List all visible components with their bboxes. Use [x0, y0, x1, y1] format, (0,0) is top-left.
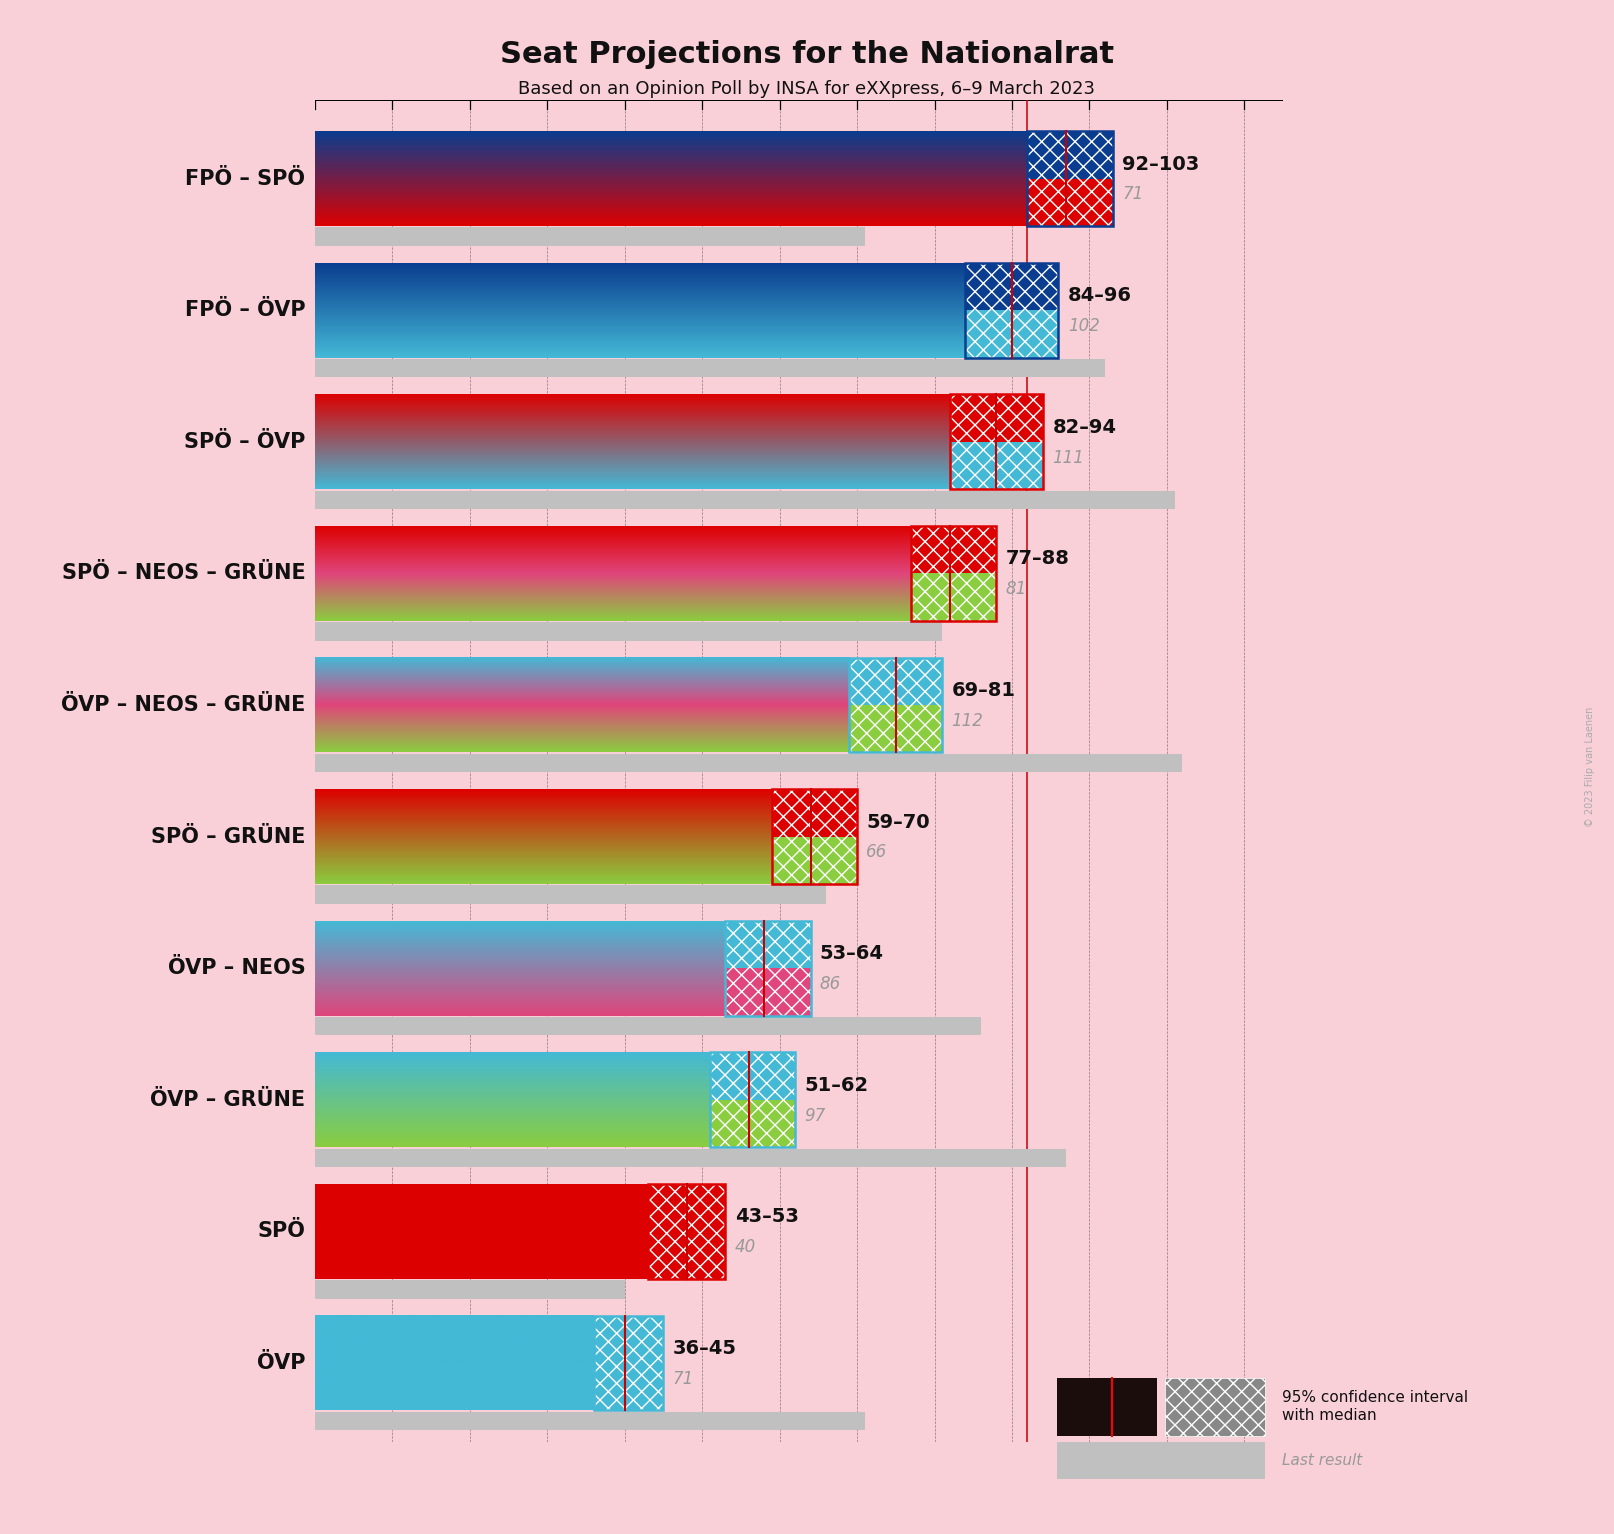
- Text: ÖVP – NEOS: ÖVP – NEOS: [168, 959, 305, 979]
- Bar: [315, 1017, 981, 1035]
- Text: ÖVP – GRÜNE: ÖVP – GRÜNE: [150, 1089, 305, 1109]
- Text: 51–62: 51–62: [804, 1075, 868, 1095]
- Bar: [710, 1052, 796, 1147]
- Bar: [315, 885, 826, 904]
- Text: SPÖ – NEOS – GRÜNE: SPÖ – NEOS – GRÜNE: [61, 563, 305, 583]
- Text: 97: 97: [804, 1106, 826, 1124]
- Bar: [725, 920, 810, 1016]
- Bar: [965, 310, 1059, 357]
- Text: 40: 40: [734, 1238, 755, 1256]
- Text: SPÖ: SPÖ: [258, 1221, 305, 1241]
- Bar: [951, 394, 1043, 489]
- Text: 81: 81: [1006, 580, 1027, 598]
- Bar: [647, 1232, 725, 1279]
- Bar: [594, 1316, 663, 1364]
- Bar: [725, 920, 810, 968]
- Bar: [1028, 132, 1112, 225]
- Bar: [849, 658, 943, 752]
- Bar: [725, 968, 810, 1016]
- Bar: [849, 658, 943, 752]
- Text: SPÖ – GRÜNE: SPÖ – GRÜNE: [152, 827, 305, 847]
- Bar: [315, 1279, 625, 1298]
- Bar: [315, 1411, 865, 1430]
- Bar: [849, 706, 943, 752]
- Bar: [315, 227, 865, 245]
- Bar: [771, 790, 857, 884]
- Text: 71: 71: [1122, 186, 1143, 204]
- Bar: [647, 1184, 725, 1279]
- Bar: [912, 526, 996, 574]
- Text: © 2023 Filip van Laenen: © 2023 Filip van Laenen: [1585, 707, 1595, 827]
- Bar: [647, 1184, 725, 1279]
- Bar: [315, 753, 1183, 772]
- Bar: [315, 359, 1106, 377]
- Bar: [1028, 178, 1112, 225]
- Text: FPÖ – ÖVP: FPÖ – ÖVP: [186, 301, 305, 321]
- Text: 36–45: 36–45: [673, 1339, 736, 1358]
- Bar: [951, 394, 1043, 489]
- Text: 53–64: 53–64: [820, 945, 884, 963]
- Bar: [710, 1100, 796, 1147]
- Text: 102: 102: [1068, 318, 1099, 334]
- Text: 59–70: 59–70: [867, 813, 930, 831]
- Bar: [771, 790, 857, 836]
- Text: FPÖ – SPÖ: FPÖ – SPÖ: [186, 169, 305, 189]
- Text: 82–94: 82–94: [1052, 417, 1117, 437]
- Text: ÖVP: ÖVP: [257, 1353, 305, 1373]
- Bar: [951, 394, 1043, 442]
- Text: Seat Projections for the Nationalrat: Seat Projections for the Nationalrat: [500, 40, 1114, 69]
- Text: 86: 86: [820, 976, 841, 992]
- Text: 92–103: 92–103: [1122, 155, 1199, 173]
- Text: 84–96: 84–96: [1068, 287, 1131, 305]
- Bar: [315, 1149, 1067, 1167]
- Bar: [710, 1052, 796, 1100]
- Bar: [912, 526, 996, 621]
- Bar: [771, 836, 857, 884]
- Bar: [951, 442, 1043, 489]
- Text: SPÖ – ÖVP: SPÖ – ÖVP: [184, 433, 305, 453]
- Text: Last result: Last result: [1282, 1453, 1362, 1468]
- Bar: [912, 574, 996, 621]
- Text: 69–81: 69–81: [952, 681, 1015, 700]
- Text: ÖVP – NEOS – GRÜNE: ÖVP – NEOS – GRÜNE: [61, 695, 305, 715]
- Bar: [647, 1184, 725, 1232]
- Text: 111: 111: [1052, 448, 1085, 466]
- Bar: [849, 658, 943, 706]
- Text: 71: 71: [673, 1370, 694, 1388]
- Text: Based on an Opinion Poll by INSA for eXXpress, 6–9 March 2023: Based on an Opinion Poll by INSA for eXX…: [518, 80, 1096, 98]
- Bar: [594, 1316, 663, 1410]
- Bar: [315, 623, 943, 641]
- Bar: [315, 491, 1175, 509]
- Bar: [1028, 132, 1112, 178]
- Bar: [965, 262, 1059, 310]
- Bar: [965, 262, 1059, 357]
- Bar: [1028, 132, 1112, 225]
- Text: 112: 112: [952, 712, 983, 730]
- Text: 95% confidence interval
with median: 95% confidence interval with median: [1282, 1390, 1467, 1424]
- Bar: [771, 790, 857, 884]
- Bar: [912, 526, 996, 621]
- Bar: [594, 1364, 663, 1410]
- Bar: [594, 1316, 663, 1410]
- Bar: [965, 262, 1059, 357]
- Bar: [710, 1052, 796, 1147]
- Text: 43–53: 43–53: [734, 1207, 799, 1227]
- Bar: [725, 920, 810, 1016]
- Text: 66: 66: [867, 844, 888, 862]
- Text: 77–88: 77–88: [1006, 549, 1070, 569]
